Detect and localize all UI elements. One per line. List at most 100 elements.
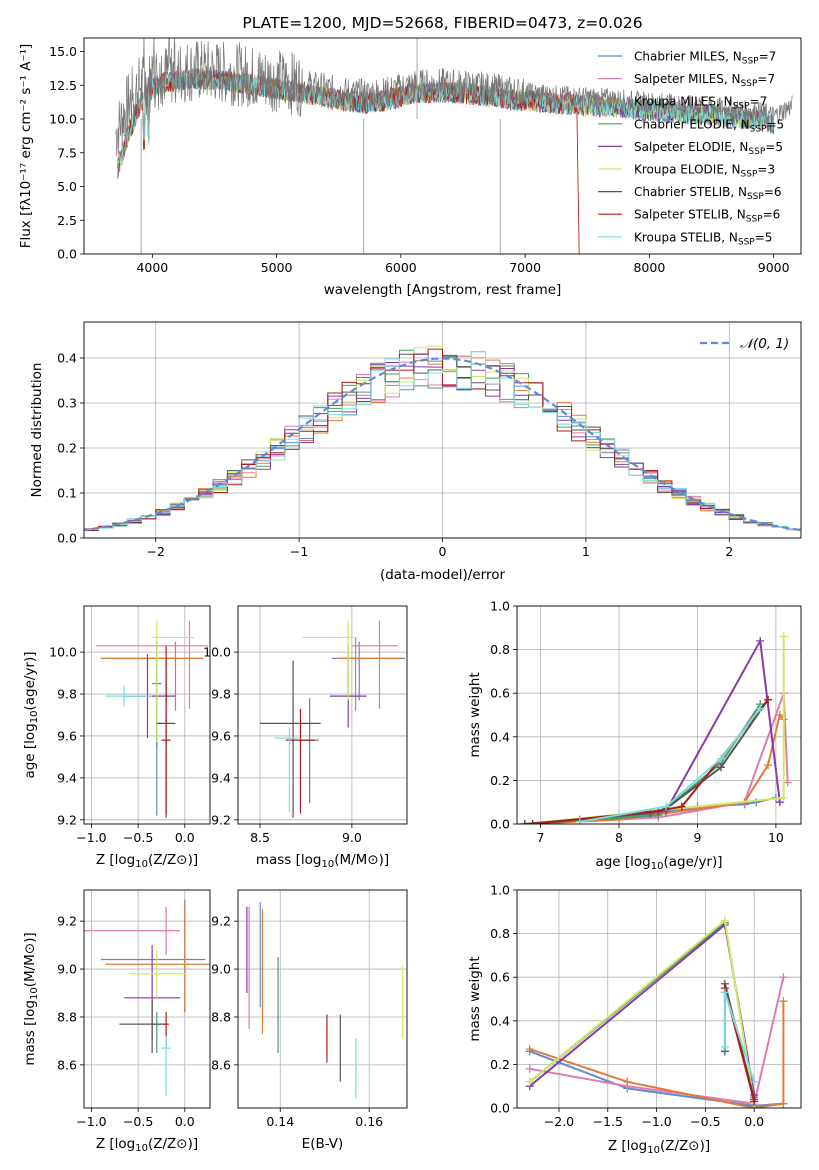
y-tick-label: 15.0 bbox=[49, 44, 77, 59]
weight-series-line bbox=[529, 920, 756, 1098]
weight-point-marker bbox=[623, 1077, 632, 1086]
weight-point-marker bbox=[750, 1097, 759, 1106]
y-tick-label: 0.4 bbox=[57, 351, 77, 366]
x-tick-label: −0.5 bbox=[123, 1114, 153, 1129]
y-tick-label: 8.6 bbox=[57, 1057, 77, 1072]
y-tick-label: 0.0 bbox=[57, 247, 77, 262]
gridlines bbox=[238, 606, 407, 824]
y-tick-label: 9.6 bbox=[57, 728, 77, 743]
weight-lines bbox=[520, 632, 792, 824]
y-tick-label: 0.8 bbox=[490, 926, 510, 941]
subscript: 10 bbox=[651, 861, 664, 872]
x-tick-label: 1 bbox=[582, 544, 590, 559]
legend-subscript: SSP bbox=[746, 215, 763, 225]
weight-point-marker bbox=[779, 1099, 788, 1108]
gridlines bbox=[517, 889, 801, 1109]
weight-point-marker bbox=[783, 778, 792, 787]
y-axis-label: mass weight bbox=[467, 956, 483, 1041]
x-tick-label: 5000 bbox=[261, 260, 293, 275]
y-tick-label: 5.0 bbox=[57, 179, 77, 194]
y-tick-label: 0.2 bbox=[490, 1057, 510, 1072]
y-tick-label: 9.2 bbox=[211, 812, 231, 827]
legend-count: =5 bbox=[755, 230, 773, 244]
x-tick-label: 7 bbox=[537, 830, 545, 845]
legend-label: Chabrier STELIB, NSSP=6 bbox=[634, 185, 782, 202]
y-axis-label: mass weight bbox=[467, 672, 483, 757]
x-axis-label: (data-model)/error bbox=[380, 567, 506, 583]
weight-point-marker bbox=[775, 711, 784, 719]
x-tick-label: −1.0 bbox=[76, 1114, 106, 1129]
weight-series-line bbox=[529, 1001, 785, 1108]
legend-count: =6 bbox=[764, 185, 782, 199]
errorbars bbox=[84, 899, 210, 1097]
x-tick-label: 7000 bbox=[509, 260, 541, 275]
x-tick-label: 10 bbox=[768, 830, 784, 845]
x-tick-label: −0.5 bbox=[690, 1114, 720, 1129]
panel-weight_vs_age: 7 8 9 10 0.0 0.2 0.4 0.6 0.8 1.0 mass weight age [l… bbox=[467, 599, 802, 872]
panel-spectrum: 4000 5000 6000 7000 8000 9000 0.0 2.5 5.0 7.5 10.0… bbox=[18, 14, 802, 298]
weight-point-marker bbox=[720, 1042, 729, 1051]
legend-count: =7 bbox=[757, 72, 775, 86]
y-axis-label: Normed distribution bbox=[29, 363, 45, 498]
x-axis-label: Z [log10(Z/Z⊙)] bbox=[96, 1136, 198, 1154]
x-tick-label: 0.0 bbox=[175, 1114, 195, 1129]
errorbars bbox=[260, 620, 406, 818]
y-tick-label: 0.0 bbox=[490, 1101, 510, 1116]
y-tick-label: 0.3 bbox=[57, 396, 77, 411]
errorbars bbox=[246, 901, 404, 1099]
x-axis-label: mass [log10(M/M⊙)] bbox=[256, 852, 389, 870]
y-tick-label: 0.8 bbox=[490, 642, 510, 657]
legend-label: Kroupa STELIB, NSSP=5 bbox=[634, 230, 772, 247]
weight-series-line bbox=[529, 923, 756, 1096]
weight-point-marker bbox=[779, 997, 788, 1006]
x-axis-label: Z [log10(Z/Z⊙)] bbox=[96, 852, 198, 870]
y-tick-label: 9.2 bbox=[57, 812, 77, 827]
weight-lines bbox=[525, 916, 788, 1108]
x-tick-label: 8000 bbox=[633, 260, 665, 275]
x-tick-label: −0.5 bbox=[123, 830, 153, 845]
x-tick-label: −2.0 bbox=[544, 1114, 574, 1129]
y-tick-label: 0.4 bbox=[490, 729, 510, 744]
weight-point-marker bbox=[720, 988, 729, 997]
weight-point-marker bbox=[525, 1045, 534, 1054]
normal-curve bbox=[84, 357, 801, 532]
label-rest: (age/yr)] bbox=[22, 651, 38, 710]
histogram-step bbox=[84, 351, 801, 533]
legend-label: 𝒩(0, 1) bbox=[740, 336, 789, 352]
legend-count: =5 bbox=[766, 117, 784, 131]
x-tick-label: 9.0 bbox=[342, 830, 362, 845]
weight-point-marker bbox=[716, 754, 725, 763]
weight-series-line bbox=[524, 636, 785, 824]
x-axis-label: wavelength [Angstrom, rest frame] bbox=[324, 282, 562, 298]
panel-residuals: −2 −1 0 1 2 0.0 0.1 0.2 0.3 0.4 (data-model)/error… bbox=[29, 321, 802, 583]
y-tick-label: 12.5 bbox=[49, 78, 77, 93]
legend-subscript: SSP bbox=[741, 79, 758, 89]
x-tick-label: 8 bbox=[615, 830, 623, 845]
y-tick-label: 8.8 bbox=[211, 1009, 231, 1024]
x-tick-label: −2 bbox=[146, 544, 164, 559]
x-axis-label: E(B-V) bbox=[302, 1136, 344, 1152]
label-rest: (Z/Z⊙)] bbox=[148, 852, 198, 868]
label-rest: (M/M⊙)] bbox=[334, 852, 389, 868]
weight-series-line bbox=[529, 918, 756, 1104]
subscript: 10 bbox=[321, 859, 334, 870]
x-axis-label: age [log10(age/yr)] bbox=[595, 854, 722, 872]
label-rest: (Z/Z⊙)] bbox=[660, 1138, 710, 1154]
y-tick-label: 9.0 bbox=[57, 962, 77, 977]
axes-frame bbox=[83, 321, 802, 539]
legend-count: =7 bbox=[759, 50, 777, 64]
axes-frame bbox=[237, 889, 408, 1109]
legend-label: Chabrier ELODIE, NSSP=5 bbox=[634, 117, 784, 134]
legend-label: Salpeter STELIB, NSSP=6 bbox=[634, 208, 780, 225]
legend-count: =6 bbox=[763, 208, 781, 222]
legend-label: Salpeter MILES, NSSP=7 bbox=[634, 72, 775, 89]
axes-frame bbox=[83, 889, 211, 1109]
panel-mass_vs_Z: −1.0 −0.5 0.0 8.6 8.8 9.0 9.2 mass [log10(M/M⊙)… bbox=[22, 889, 211, 1154]
x-tick-label: 0.0 bbox=[744, 1114, 764, 1129]
spectrum-lines bbox=[115, 38, 793, 254]
x-tick-label: 9 bbox=[693, 830, 701, 845]
y-tick-label: 0.6 bbox=[490, 686, 510, 701]
weight-series-line bbox=[529, 1050, 784, 1107]
weight-point-marker bbox=[520, 820, 529, 824]
y-tick-label: 9.2 bbox=[211, 914, 231, 929]
